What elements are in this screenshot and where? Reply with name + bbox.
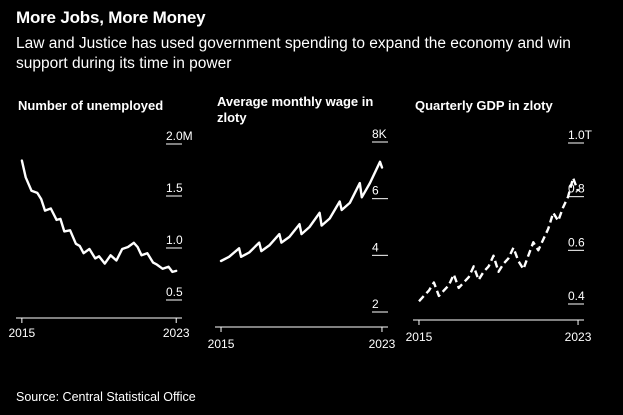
x-tick-label: 2015 xyxy=(406,330,433,344)
x-tick-label: 2023 xyxy=(163,326,190,340)
x-tick-label: 2023 xyxy=(565,330,592,344)
y-tick-label: 1.5 xyxy=(166,181,183,195)
y-tick-label: 1.0 xyxy=(166,233,183,247)
chart-gdp: Quarterly GDP in zloty 1.0T0.80.60.42015… xyxy=(406,98,593,344)
y-tick-label: 1.0T xyxy=(568,128,593,142)
y-tick-label: 2 xyxy=(372,297,379,311)
chart-title-wage: Average monthly wage in zloty xyxy=(217,94,377,125)
y-tick-label: 2.0M xyxy=(166,129,193,143)
chart-wage: Average monthly wage in zloty 8K 6 4 2 2015 2… xyxy=(208,94,396,351)
chart-title-wage-line-2: zloty xyxy=(217,110,247,125)
y-tick-label: 6 xyxy=(372,184,379,198)
source-note: Source: Central Statistical Office xyxy=(16,390,196,404)
page-title: More Jobs, More Money xyxy=(16,8,206,27)
series-line xyxy=(20,159,178,274)
x-tick-label: 2023 xyxy=(369,337,396,351)
y-tick-label: 4 xyxy=(372,240,379,254)
chart-title-unemployed: Number of unemployed xyxy=(18,98,163,113)
x-tick-label: 2015 xyxy=(9,326,36,340)
chart-title-wage-line-1: Average monthly wage in xyxy=(217,94,373,109)
chart-unemployed: Number of unemployed 2.0M 1.5 1.0 0.5 2015 20… xyxy=(9,98,193,340)
series-line xyxy=(418,176,580,303)
y-tick-label: 0.4 xyxy=(568,289,585,303)
chart-title-gdp: Quarterly GDP in zloty xyxy=(415,98,554,113)
y-tick-label: 0.5 xyxy=(166,285,183,299)
y-tick-label: 0.6 xyxy=(568,235,585,249)
x-tick-label: 2015 xyxy=(208,337,235,351)
y-tick-label: 8K xyxy=(372,127,387,141)
page-subtitle: Law and Justice has used government spen… xyxy=(16,35,571,72)
series-line xyxy=(219,160,384,263)
